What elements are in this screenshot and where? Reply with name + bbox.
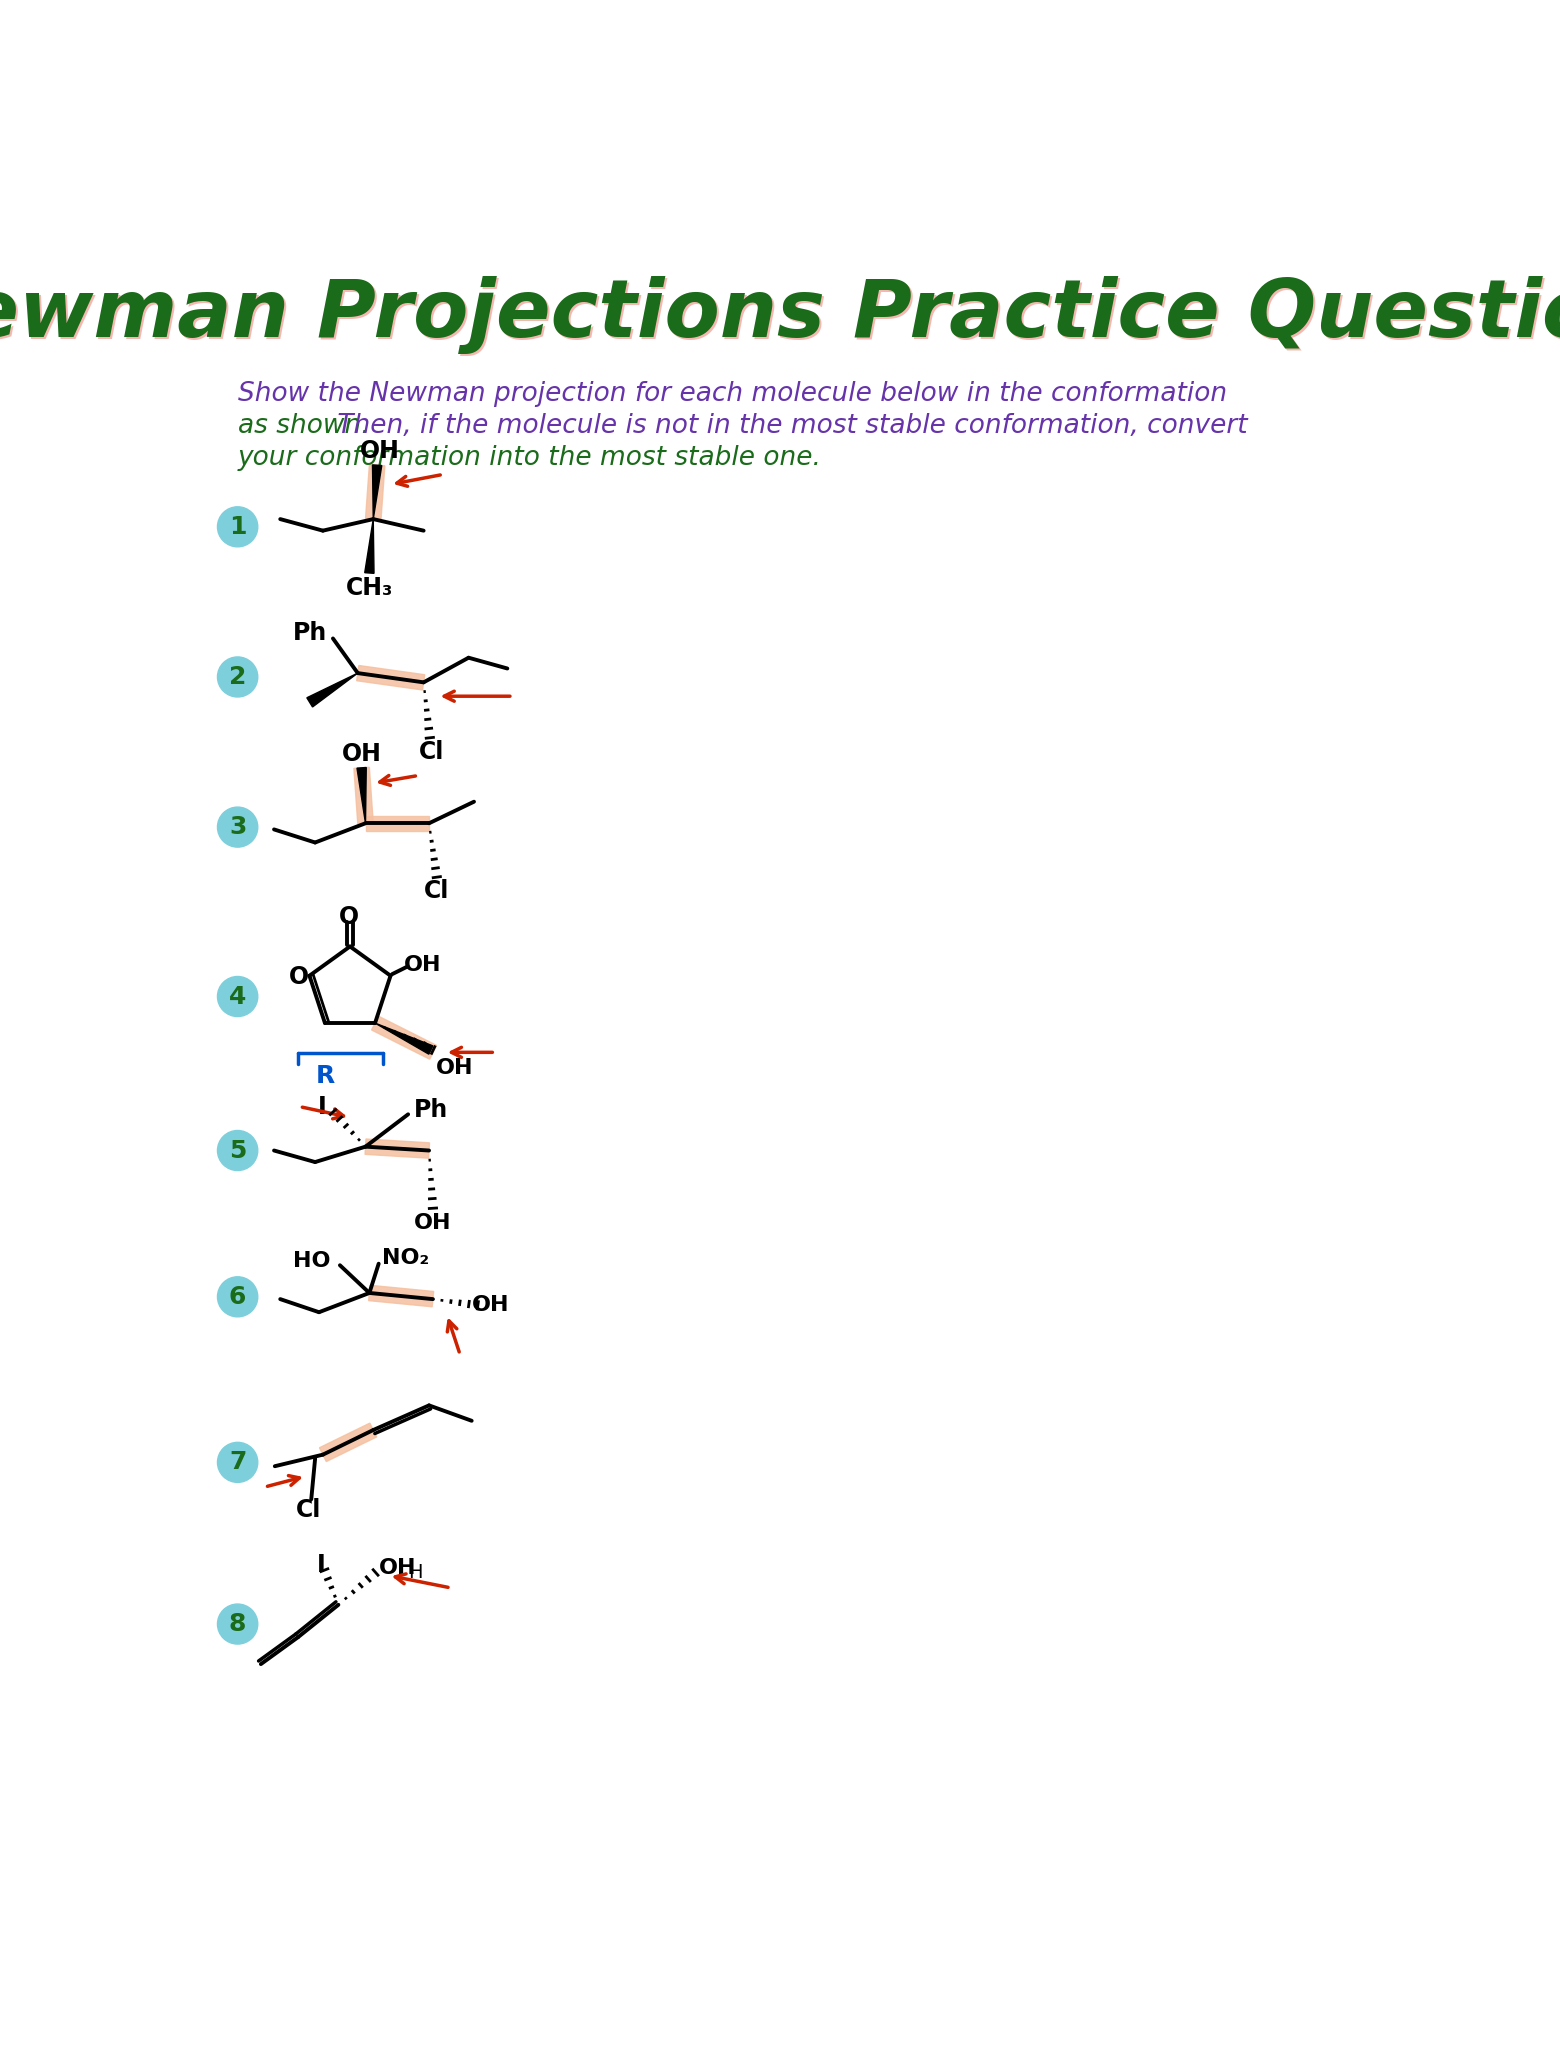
Text: Then, if the molecule is not in the most stable conformation, convert: Then, if the molecule is not in the most… [329,414,1248,438]
Text: Show the Newman projection for each molecule below in the conformation: Show the Newman projection for each mole… [237,381,1226,406]
Text: 1: 1 [229,514,246,539]
Polygon shape [373,465,382,518]
Circle shape [217,506,257,547]
Circle shape [217,1604,257,1645]
Polygon shape [365,465,385,520]
Text: I: I [318,1094,326,1118]
Text: H: H [409,1563,423,1581]
Circle shape [217,1276,257,1317]
Text: 8: 8 [229,1612,246,1636]
Text: Newman Projections Practice Questions: Newman Projections Practice Questions [0,276,1560,354]
Text: OH: OH [473,1294,510,1315]
Text: O: O [289,965,309,989]
Polygon shape [320,1423,376,1462]
Text: 3: 3 [229,815,246,840]
Circle shape [217,1130,257,1171]
Text: NO₂: NO₂ [382,1249,429,1268]
Circle shape [217,657,257,696]
Text: OH: OH [404,954,441,975]
Text: 4: 4 [229,985,246,1008]
Text: OH: OH [435,1057,473,1077]
Polygon shape [365,1139,429,1159]
Text: 7: 7 [229,1450,246,1475]
Text: 6: 6 [229,1284,246,1309]
Polygon shape [365,518,374,573]
Circle shape [217,807,257,848]
Text: HO: HO [293,1251,331,1270]
Polygon shape [371,1016,437,1059]
Polygon shape [307,674,357,707]
Polygon shape [368,1286,434,1307]
Polygon shape [354,768,373,823]
Text: Cl: Cl [296,1497,321,1522]
Polygon shape [365,815,429,831]
Text: I: I [317,1552,326,1577]
Text: OH: OH [379,1559,417,1577]
Text: OH: OH [413,1212,452,1233]
Circle shape [217,1442,257,1483]
Text: 5: 5 [229,1139,246,1163]
Text: R: R [315,1063,335,1087]
Text: Cl: Cl [418,739,445,764]
Circle shape [217,977,257,1016]
Text: Ph: Ph [413,1098,448,1122]
Text: Cl: Cl [424,879,449,903]
Text: O: O [339,905,359,930]
Text: CH₃: CH₃ [346,575,393,600]
Text: Newman Projections Practice Questions: Newman Projections Practice Questions [0,279,1560,356]
Polygon shape [357,666,424,690]
Polygon shape [357,768,367,823]
Text: your conformation into the most stable one.: your conformation into the most stable o… [237,444,822,471]
Text: as shown.: as shown. [237,414,370,438]
Text: 2: 2 [229,666,246,688]
Text: OH: OH [359,440,399,463]
Polygon shape [374,1024,432,1055]
Text: Ph: Ph [293,621,326,645]
Text: OH: OH [342,741,382,766]
